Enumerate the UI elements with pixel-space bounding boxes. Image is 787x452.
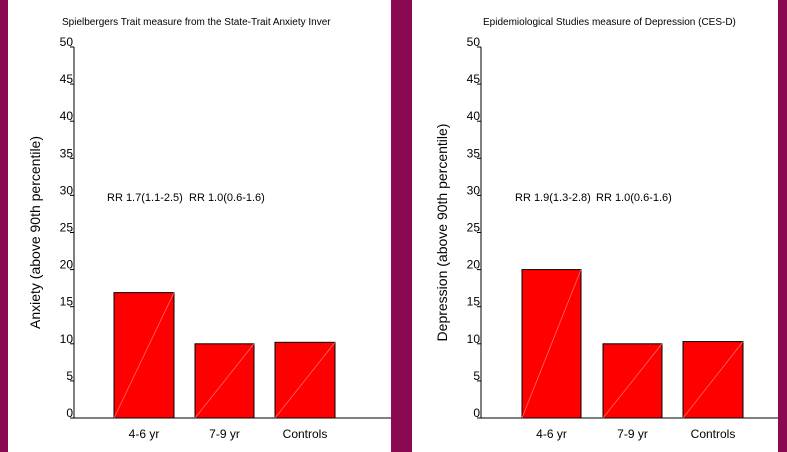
y-tick-label: 45 — [60, 72, 74, 86]
x-tick-label: 7-9 yr — [617, 427, 648, 441]
y-tick-label: 0 — [473, 406, 480, 420]
x-tick-label: 4-6 yr — [536, 427, 567, 441]
y-tick-label: 20 — [60, 258, 74, 272]
y-axis-label: Anxiety (above 90th percentile) — [27, 136, 43, 329]
chart-title: Epidemiological Studies measure of Depre… — [483, 17, 736, 28]
y-tick-label: 0 — [66, 406, 73, 420]
bar-hatch — [194, 343, 255, 419]
y-tick-label: 5 — [473, 369, 480, 383]
bar-hatch — [274, 342, 336, 419]
y-tick-label: 30 — [467, 183, 481, 197]
y-tick-label: 15 — [467, 295, 481, 309]
bar-hatch — [682, 341, 744, 419]
y-tick-label: 20 — [467, 258, 481, 272]
y-tick-label: 10 — [60, 332, 74, 346]
y-tick-label: 25 — [60, 221, 74, 235]
y-tick-label: 10 — [467, 332, 481, 346]
bar-hatch — [521, 269, 582, 419]
chart-title: Spielbergers Trait measure from the Stat… — [62, 17, 331, 28]
rr-annotation: RR 1.7(1.1-2.5) — [107, 192, 183, 204]
y-axis-label: Depression (above 90th percentile) — [434, 124, 450, 342]
chart-panel-2: Epidemiological Studies measure of Depre… — [412, 0, 778, 452]
y-tick-label: 40 — [467, 109, 481, 123]
x-tick-label: 4-6 yr — [129, 427, 160, 441]
x-tick-label: 7-9 yr — [209, 427, 240, 441]
chart-panel-1: Spielbergers Trait measure from the Stat… — [8, 0, 391, 452]
y-tick-label: 35 — [60, 146, 74, 160]
x-tick-label: Controls — [691, 427, 736, 441]
y-tick-label: 45 — [467, 72, 481, 86]
y-tick-label: 40 — [60, 109, 74, 123]
rr-annotation: RR 1.0(0.6-1.6) — [189, 192, 265, 204]
rr-annotation: RR 1.9(1.3-2.8) — [515, 192, 591, 204]
bar-hatch — [602, 343, 663, 419]
x-tick-label: Controls — [283, 427, 328, 441]
bar-hatch — [113, 292, 175, 419]
rr-annotation: RR 1.0(0.6-1.6) — [596, 192, 672, 204]
y-tick-label: 50 — [467, 35, 481, 49]
y-tick-label: 50 — [60, 35, 74, 49]
y-tick-label: 35 — [467, 146, 481, 160]
y-tick-label: 25 — [467, 221, 481, 235]
y-tick-label: 15 — [60, 295, 74, 309]
y-tick-label: 5 — [66, 369, 73, 383]
y-tick-label: 30 — [60, 183, 74, 197]
